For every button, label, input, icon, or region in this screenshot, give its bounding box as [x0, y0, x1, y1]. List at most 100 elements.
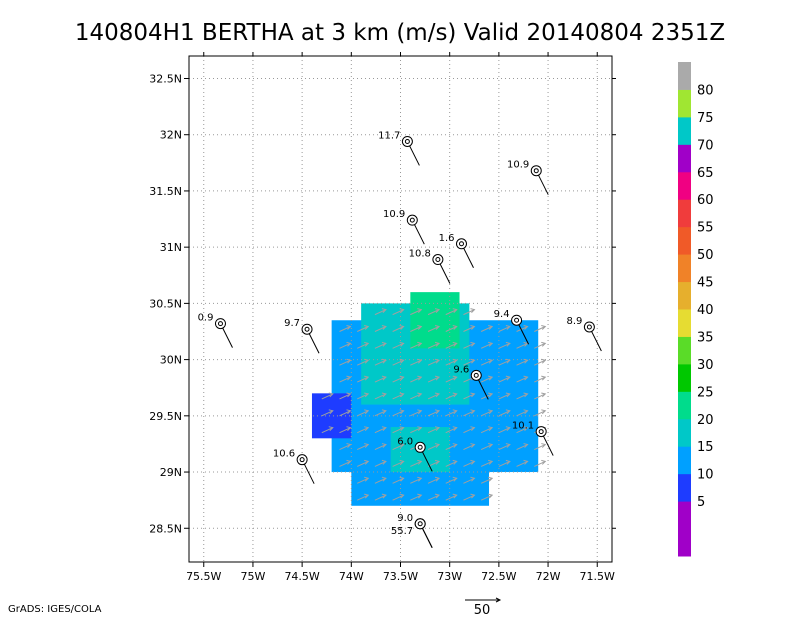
station-label-9: 9.6: [453, 364, 469, 375]
wind-vector-131: [534, 342, 546, 349]
wind-vector-5: [339, 427, 351, 434]
wind-vector-103: [480, 359, 493, 366]
wind-vector-13: [357, 477, 369, 484]
station-label-14: 55.7: [391, 526, 413, 537]
wind-vector-head-3: [346, 459, 352, 465]
station-label-11: 6.0: [397, 436, 413, 447]
station-marker-inner-5: [514, 317, 520, 323]
colorbar-label-4: 20: [697, 413, 714, 428]
wind-vector-head-59: [434, 493, 441, 499]
wind-vector-1: [321, 410, 334, 417]
wind-vector-head-35: [399, 493, 405, 499]
wind-vector-head-17: [364, 409, 370, 415]
wind-vector-57: [410, 326, 422, 332]
station-marker-inner-11: [417, 444, 423, 450]
wind-vector-head-89: [470, 392, 476, 398]
station-label-2: 10.9: [383, 209, 405, 220]
wind-vector-head-97: [488, 459, 494, 465]
station-marker-10: [535, 426, 547, 438]
wind-vector-102: [480, 376, 493, 383]
wind-vector-35: [392, 494, 404, 501]
station-marker-4: [432, 254, 444, 266]
station-marker-inner-10: [538, 429, 544, 435]
wind-vector-head-84: [470, 476, 476, 482]
credit-label: GrADS: IGES/COLA: [8, 604, 102, 615]
wind-vector-7: [339, 393, 351, 400]
wind-vector-head-68: [434, 341, 441, 347]
wind-vector-113: [498, 342, 511, 349]
wind-vector-head-6: [346, 409, 352, 415]
wind-vector-85: [463, 460, 475, 467]
wind-vector-head-44: [399, 341, 405, 347]
wind-vector-118: [516, 410, 528, 417]
wind-vector-head-76: [452, 409, 458, 415]
chart-title: 140804H1 BERTHA at 3 km (m/s) Valid 2014…: [75, 20, 725, 46]
wind-vector-89: [463, 393, 475, 400]
wind-vector-120: [516, 376, 528, 383]
wind-vector-18: [357, 393, 369, 400]
wind-vector-127: [534, 410, 546, 417]
station-marker-11: [414, 441, 426, 453]
wind-vector-99: [480, 427, 493, 434]
wind-vector-52: [410, 410, 422, 417]
wind-vector-91: [463, 359, 475, 366]
wind-vector-59: [427, 494, 440, 501]
stations: 11.7 10.9 10.9 1.6 10.8 9.4 0.9 9.7 8.9 9.6 10.1 6.…: [198, 130, 602, 548]
wind-vector-48: [410, 477, 422, 484]
wind-vector-head-22: [364, 325, 370, 330]
wind-vector-head-49: [417, 459, 423, 465]
wind-vector-44: [392, 342, 404, 349]
wind-vector-80: [445, 342, 457, 349]
wind-vector-head-80: [452, 341, 458, 347]
wind-vector-51: [410, 427, 422, 434]
wind-vector-86: [463, 444, 475, 451]
wind-vector-119: [516, 393, 528, 400]
wind-vector-70: [427, 309, 440, 316]
wind-vector-head-131: [541, 341, 547, 347]
station-marker-14: [414, 518, 426, 530]
station-marker-inner-12: [299, 457, 305, 463]
colorbar-swatch-1: [678, 501, 691, 530]
wind-vector-3: [339, 460, 351, 467]
colorbar-label-2: 10: [697, 468, 714, 483]
wind-vector-head-121: [523, 358, 529, 364]
wind-vector-12: [357, 494, 369, 501]
wind-vector-head-78: [452, 375, 458, 381]
wind-vector-69: [427, 326, 440, 332]
wind-vector-head-47: [417, 493, 423, 499]
colorbar-label-9: 45: [697, 276, 714, 291]
wind-vector-head-36: [399, 476, 405, 482]
wind-vector-25: [374, 460, 387, 467]
wind-vector-head-91: [470, 358, 476, 364]
wind-vector-head-66: [434, 375, 441, 381]
colorbar-swatch-6: [678, 363, 691, 392]
wind-vector-head-104: [488, 341, 494, 347]
wind-vector-64: [427, 410, 440, 417]
wind-vector-95: [480, 494, 493, 501]
colorbar-label-14: 70: [697, 138, 714, 153]
wind-vector-84: [463, 477, 475, 484]
station-label-12: 10.6: [273, 449, 295, 460]
station-marker-7: [301, 323, 313, 335]
wind-vector-81: [445, 326, 457, 332]
wind-vector-132: [534, 326, 546, 332]
x-tick-label-3: 74W: [339, 570, 364, 583]
wind-vector-head-12: [364, 493, 370, 499]
wind-vector-head-9: [346, 358, 352, 364]
x-tick-label-7: 72W: [536, 570, 561, 583]
wind-vector-head-125: [541, 443, 547, 448]
wind-vector-head-18: [364, 392, 370, 398]
wind-vector-head-129: [541, 375, 547, 381]
wind-vector-head-83: [470, 493, 476, 499]
wind-vector-74: [445, 444, 457, 451]
station-label-5: 9.4: [494, 309, 510, 320]
wind-vector-head-73: [452, 459, 458, 465]
y-tick-label-2: 29.5N: [149, 410, 182, 423]
wind-vector-head-63: [434, 426, 441, 432]
colorbar-swatch-7: [678, 336, 691, 365]
wind-vector-head-87: [470, 426, 476, 432]
wind-vector-4: [339, 444, 351, 451]
wind-vector-head-120: [523, 375, 529, 381]
station-marker-inner-0: [404, 138, 410, 144]
wind-vector-head-27: [381, 426, 387, 432]
